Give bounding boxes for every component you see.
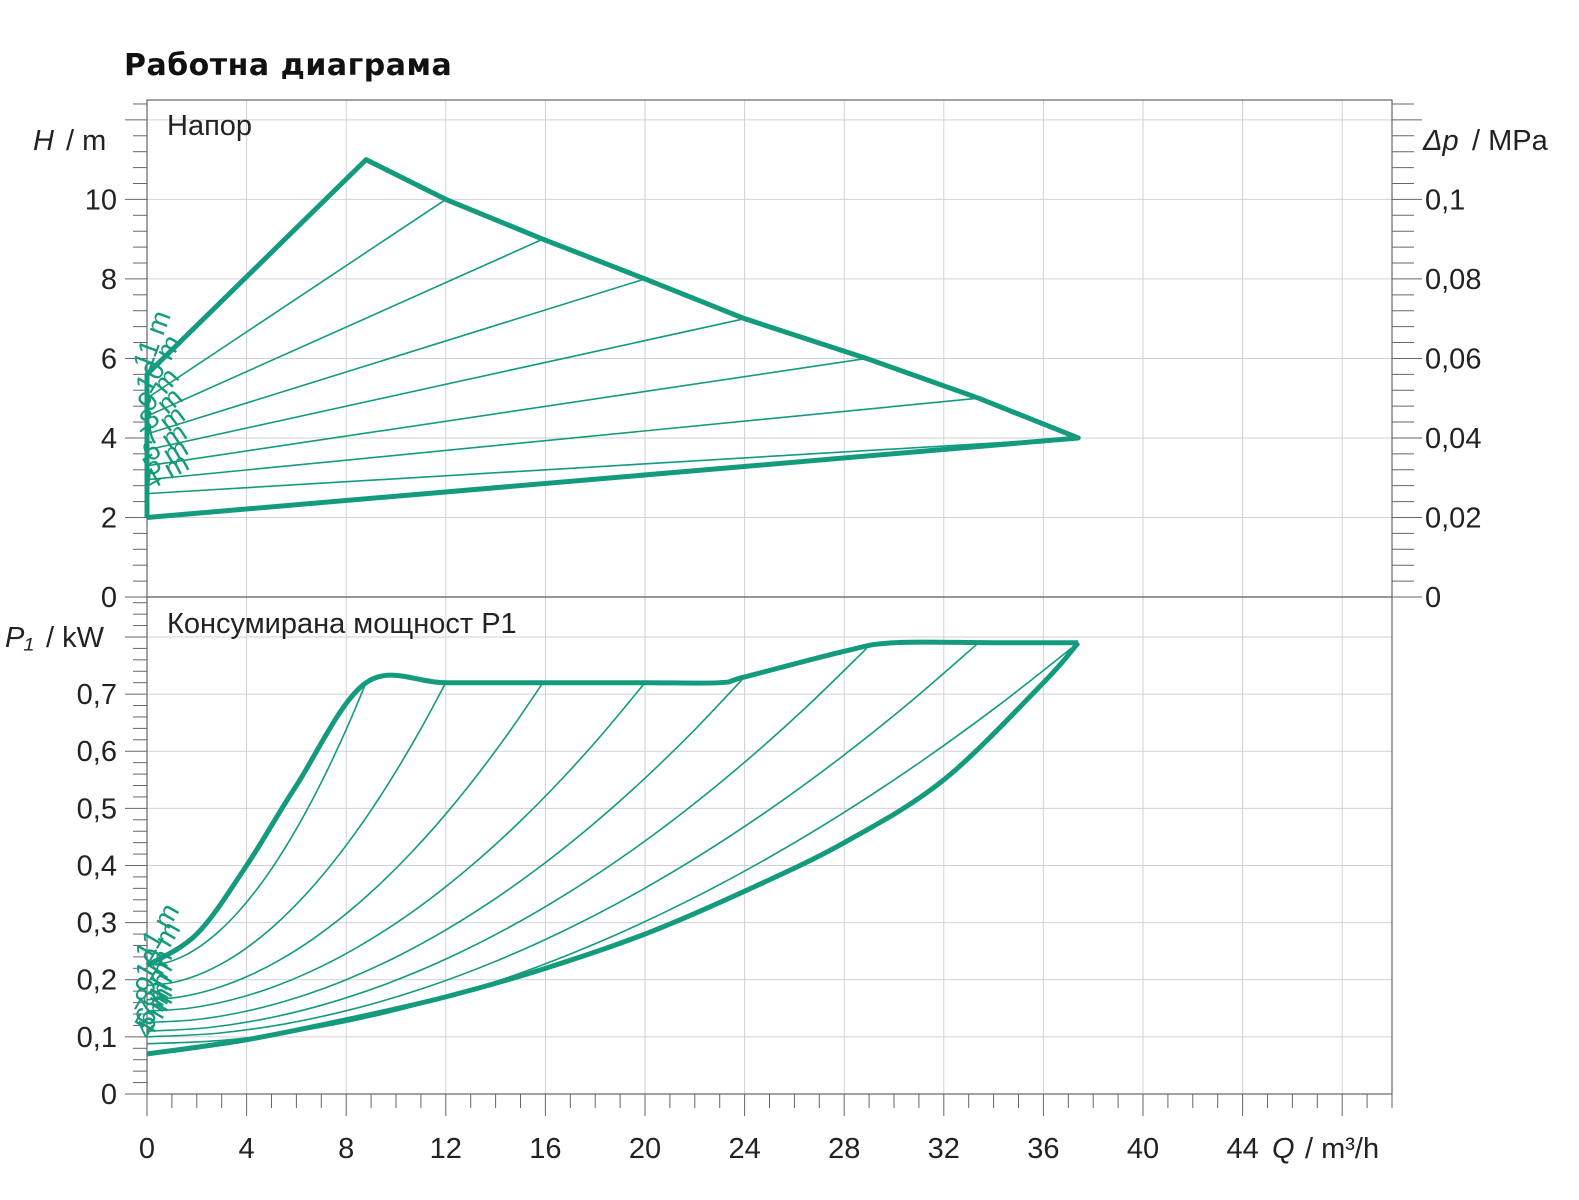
flow-tick-label: 32 [928, 1133, 960, 1165]
head-tick-label: 4 [101, 423, 117, 455]
power-curve-6m [146, 647, 868, 1032]
head-panel-label: Напор [167, 110, 252, 142]
head-curve-6m [146, 357, 867, 467]
head-tick-label: 0 [101, 582, 117, 614]
flow-tick-label: 36 [1027, 1133, 1059, 1165]
power-curve-10m [146, 682, 447, 987]
power-panel-frame [146, 596, 1393, 1095]
power-curve-4m [146, 642, 1079, 1045]
head-curve-7m [146, 317, 745, 451]
head-tick-label: 8 [101, 264, 117, 296]
pressure-tick-label: 0 [1425, 582, 1441, 614]
flow-tick-label: 0 [139, 1133, 155, 1165]
power-tick-label: 0,2 [77, 965, 117, 997]
power-curve-5m [146, 642, 980, 1038]
flow-tick-label: 44 [1226, 1133, 1258, 1165]
pressure-tick-label: 0,08 [1425, 264, 1481, 296]
power-tick-label: 0,4 [77, 850, 117, 882]
plot-frames [146, 99, 1393, 1095]
power-curve-7m [146, 676, 746, 1024]
power-tick-label: 0,6 [77, 736, 117, 768]
head-curve-10m [146, 198, 447, 399]
flow-axis-var: Q [1272, 1133, 1295, 1165]
power-curve-8m [146, 682, 646, 1012]
pressure-tick-label: 0,1 [1425, 184, 1465, 216]
tick-labels: 024681000,020,040,060,080,10,10,20,30,40… [77, 184, 1482, 1165]
pressure-tick-label: 0,06 [1425, 343, 1481, 375]
power-axis-var: P₁ [5, 622, 34, 654]
page-title: Работна диаграма [124, 48, 453, 83]
power-axis-unit: / kW [46, 622, 105, 654]
pressure-axis-var: Δp [1422, 125, 1459, 157]
head-tick-label: 2 [101, 502, 117, 534]
power-tick-label: 0,3 [77, 908, 117, 940]
pressure-axis-unit: / MPa [1472, 125, 1549, 157]
flow-tick-label: 20 [629, 1133, 661, 1165]
head-curve-4m [146, 437, 1079, 495]
pressure-tick-label: 0,02 [1425, 502, 1481, 534]
head-tick-label: 10 [85, 184, 117, 216]
flow-tick-label: 24 [728, 1133, 760, 1165]
flow-tick-label: 16 [529, 1133, 561, 1165]
axis-ticks [125, 103, 1422, 1116]
power-curve-9m [146, 682, 544, 1001]
flow-tick-label: 4 [239, 1133, 255, 1165]
power-lower-boundary [146, 641, 1081, 1057]
flow-tick-label: 12 [430, 1133, 462, 1165]
power-curve-11m [146, 682, 367, 967]
curves: 11 m10 m9 m8 m7 m6 m5 m4 m11 m10 m9 m8 m… [127, 157, 1081, 1057]
flow-tick-label: 40 [1127, 1133, 1159, 1165]
head-axis-unit: / m [66, 125, 106, 157]
head-curve-9m [146, 238, 544, 417]
flow-tick-label: 28 [828, 1133, 860, 1165]
head-panel-frame [146, 99, 1393, 598]
power-panel-label: Консумирана мощност P1 [167, 608, 517, 640]
power-tick-label: 0,5 [77, 793, 117, 825]
flow-axis-unit: / m³/h [1305, 1133, 1379, 1165]
power-upper-boundary [145, 639, 1079, 968]
power-tick-label: 0,1 [77, 1022, 117, 1054]
pressure-tick-label: 0,04 [1425, 423, 1481, 455]
head-axis-var: H [33, 125, 54, 157]
head-curve-8m [146, 278, 646, 435]
power-tick-label: 0,7 [77, 679, 117, 711]
flow-tick-label: 8 [338, 1133, 354, 1165]
head-tick-label: 6 [101, 343, 117, 375]
head-curve-5m [146, 397, 979, 481]
power-tick-label: 0 [101, 1079, 117, 1111]
head-envelope [144, 157, 1081, 520]
